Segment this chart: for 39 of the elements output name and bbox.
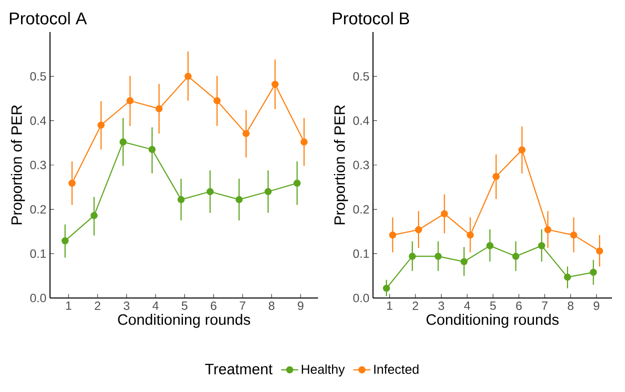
y-tick-label: 0.4 bbox=[353, 116, 370, 125]
x-tick-label: 4 bbox=[152, 302, 159, 310]
x-tick-label: 7 bbox=[240, 302, 246, 310]
y-tick-label: 0.4 bbox=[30, 116, 46, 125]
x-tick-label: 9 bbox=[298, 302, 304, 310]
x-tick-label: 2 bbox=[94, 302, 100, 310]
x-tick-label: 4 bbox=[464, 302, 470, 310]
x-tick-label: 3 bbox=[438, 302, 444, 310]
y-tick-label: 0.0 bbox=[30, 294, 46, 302]
y-tick-label: 0.3 bbox=[353, 160, 369, 170]
x-axis-title: Conditioning rounds bbox=[118, 314, 250, 328]
x-tick-label: 1 bbox=[66, 302, 72, 310]
x-tick-label: 9 bbox=[594, 302, 600, 310]
x-tick-label: 5 bbox=[182, 302, 188, 310]
x-tick-label: 2 bbox=[412, 302, 418, 310]
x-tick-label: 1 bbox=[387, 302, 392, 310]
chart-title: Protocol A bbox=[10, 12, 87, 24]
y-tick-label: 0.2 bbox=[353, 205, 369, 214]
x-tick-label: 6 bbox=[210, 302, 216, 310]
x-tick-label: 5 bbox=[490, 302, 496, 310]
y-tick-label: 0.3 bbox=[30, 160, 46, 170]
y-axis-title: Proportion of PER bbox=[334, 105, 348, 224]
x-axis-title: Conditioning rounds bbox=[426, 314, 559, 328]
x-tick-label: 3 bbox=[124, 302, 130, 310]
y-tick-label: 0.2 bbox=[30, 205, 46, 214]
x-tick-label: 8 bbox=[268, 302, 274, 310]
legend-label: Healthy bbox=[302, 364, 345, 376]
y-tick-label: 0.5 bbox=[30, 72, 46, 81]
y-axis-title: Proportion of PER bbox=[10, 105, 25, 224]
y-tick-label: 0.5 bbox=[353, 72, 369, 81]
y-tick-label: 0.0 bbox=[353, 294, 370, 302]
legend-label: Infected bbox=[374, 364, 418, 374]
y-tick-label: 0.1 bbox=[30, 249, 46, 258]
chart-title: Protocol B bbox=[332, 12, 410, 24]
x-tick-label: 8 bbox=[568, 302, 574, 310]
legend-title: Treatment bbox=[205, 364, 273, 374]
x-tick-label: 7 bbox=[542, 302, 548, 310]
x-tick-label: 6 bbox=[516, 302, 522, 310]
y-tick-label: 0.1 bbox=[353, 249, 369, 258]
